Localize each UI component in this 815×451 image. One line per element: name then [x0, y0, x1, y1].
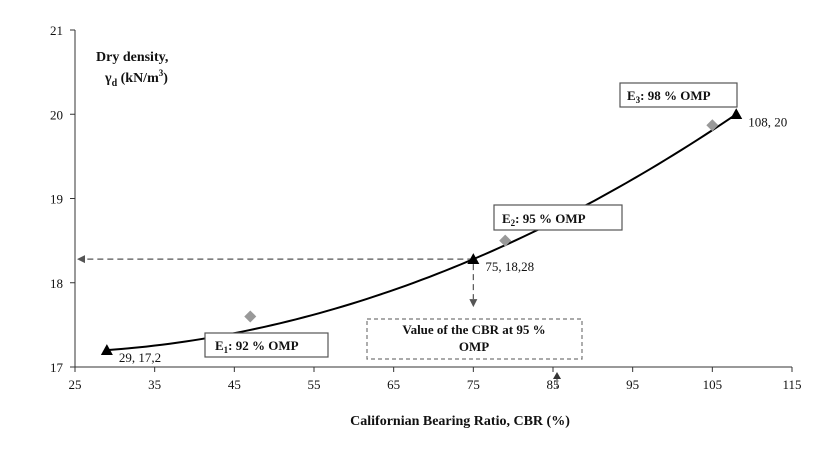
- e3-box: [619, 82, 738, 108]
- cbr-annotation-line2: OMP: [459, 339, 489, 354]
- triangle-point: [100, 344, 113, 355]
- x-tick-label: 55: [308, 377, 321, 392]
- horizontal-guide-arrowhead: [77, 255, 85, 264]
- e2-box: [493, 204, 623, 231]
- y-tick-label: 20: [50, 107, 63, 122]
- e3-pre: E: [627, 88, 636, 103]
- y-axis-symbol-sub: d: [112, 78, 118, 89]
- x-tick-label: 65: [387, 377, 400, 392]
- marker-group: [100, 108, 743, 355]
- e2-sub: 2: [511, 218, 516, 228]
- triangle-point: [730, 108, 743, 120]
- e2-box-label: E2: 95 % OMP: [502, 211, 586, 228]
- point-label: 108, 20: [748, 114, 787, 129]
- y-tick-label: 17: [50, 360, 64, 375]
- x-tick-label: 115: [782, 377, 801, 392]
- e2-post: : 95 % OMP: [515, 211, 585, 226]
- y-axis-unit-sup: 3: [159, 68, 164, 78]
- diamond-point: [499, 234, 512, 247]
- cbr-pointer-arrowhead: [553, 372, 561, 379]
- e3-box-label: E3: 98 % OMP: [627, 88, 711, 105]
- x-tick-label: 25: [69, 377, 82, 392]
- y-tick-group: 17 18 19 20 21: [50, 23, 75, 375]
- x-tick-label: 75: [467, 377, 480, 392]
- e1-box: [204, 332, 329, 358]
- e1-pre: E: [215, 338, 224, 353]
- point-label: 29, 17,2: [119, 350, 161, 365]
- vertical-guide-arrowhead: [469, 299, 478, 308]
- x-tick-label: 45: [228, 377, 241, 392]
- triangle-point: [467, 253, 480, 264]
- cbr-annotation-box: [366, 318, 583, 360]
- y-tick-label: 21: [50, 23, 63, 38]
- y-axis-symbol: γ: [104, 71, 112, 86]
- e3-post: : 98 % OMP: [640, 88, 710, 103]
- x-axis-title: Californian Bearing Ratio, CBR (%): [350, 414, 570, 429]
- e1-box-label: E1: 92 % OMP: [215, 338, 299, 355]
- y-tick-label: 19: [50, 192, 63, 207]
- cbr-annotation-line1: Value of the CBR at 95 %: [402, 322, 545, 337]
- point-label-group: 29, 17,2 75, 18,28 108, 20: [119, 114, 787, 365]
- x-tick-label: 35: [148, 377, 161, 392]
- y-tick-label: 18: [50, 276, 63, 291]
- x-tick-label: 105: [703, 377, 723, 392]
- e1-sub: 1: [224, 345, 229, 355]
- point-label: 75, 18,28: [485, 259, 534, 274]
- y-axis-title-line1: Dry density,: [96, 50, 168, 65]
- x-tick-label: 85: [547, 377, 560, 392]
- x-tick-group: 25 35 45 55 65 75 85 95 105 115: [69, 367, 802, 392]
- trend-curve: [106, 113, 737, 352]
- e2-pre: E: [502, 211, 511, 226]
- diamond-point: [244, 310, 257, 323]
- e3-sub: 3: [636, 95, 641, 105]
- x-tick-label: 95: [626, 377, 639, 392]
- diamond-point: [706, 119, 719, 132]
- y-axis-unit-pre: (kN/m: [117, 71, 159, 86]
- y-axis-title-line2: γd (kN/m3): [104, 68, 168, 89]
- e1-post: : 92 % OMP: [228, 338, 298, 353]
- y-axis-unit-post: ): [163, 71, 168, 86]
